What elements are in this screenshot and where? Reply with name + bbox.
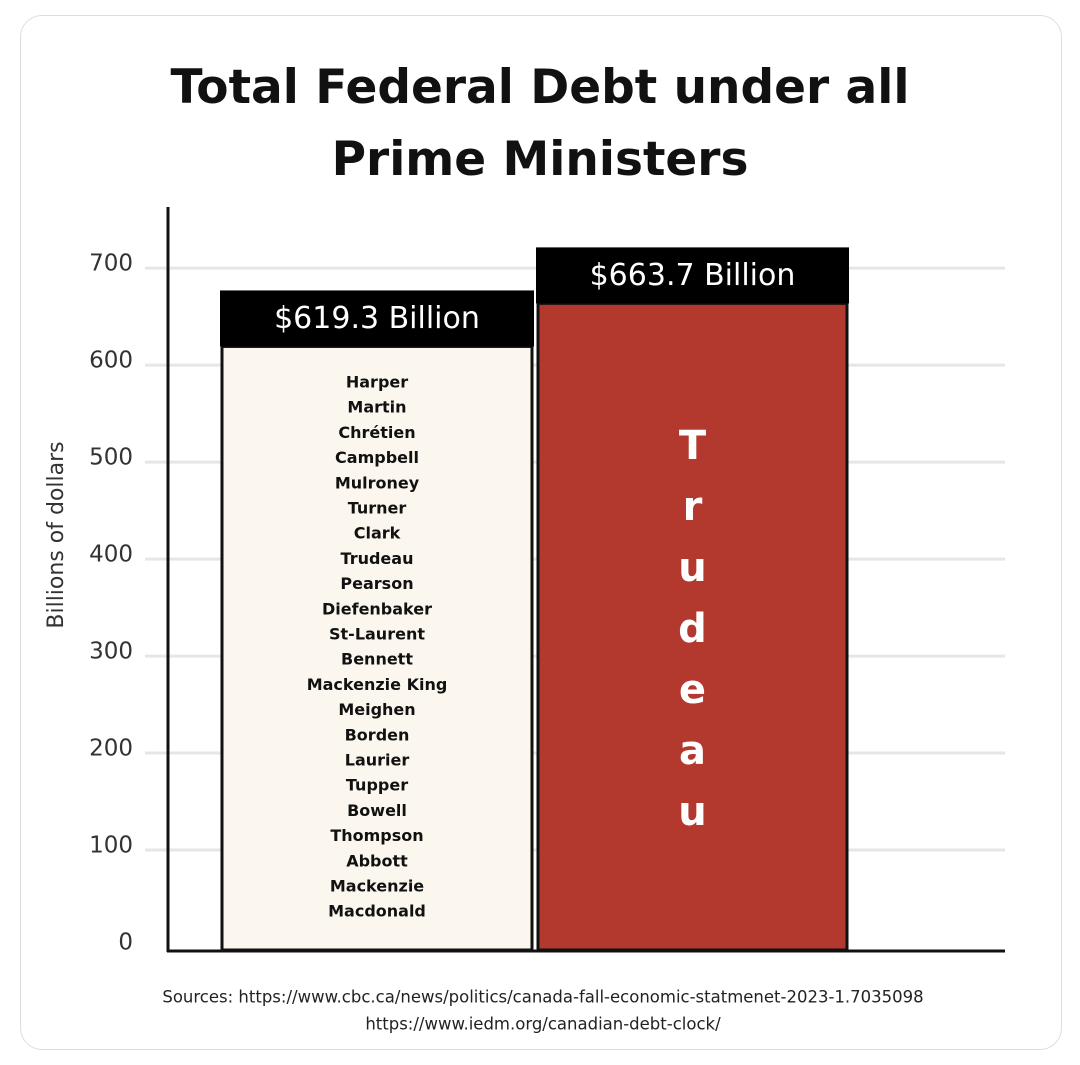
pm-name: Campbell: [335, 448, 419, 467]
pm-name: Diefenbaker: [322, 599, 432, 618]
pm-name: Chrétien: [338, 423, 415, 442]
pm-name: Meighen: [338, 700, 415, 719]
value-label: $619.3 Billion: [274, 301, 480, 336]
pm-name: Bennett: [341, 650, 413, 669]
pm-name: Tupper: [346, 776, 408, 795]
y-tick-label: 600: [89, 348, 133, 374]
pm-name: Pearson: [340, 574, 413, 593]
pm-name: Trudeau: [341, 549, 414, 568]
source-text: https://www.iedm.org/canadian-debt-clock…: [365, 1015, 721, 1034]
pm-name: Turner: [348, 499, 407, 518]
bar: [220, 344, 534, 952]
pm-name: Abbott: [346, 851, 408, 870]
y-tick-label: 200: [89, 736, 133, 762]
y-tick-label: 0: [118, 930, 133, 956]
pm-name: Mackenzie: [330, 877, 424, 896]
pm-name: Martin: [347, 398, 406, 417]
value-label: $663.7 Billion: [590, 258, 796, 293]
pm-name: Mackenzie King: [307, 675, 448, 694]
category-label: Trudeau: [670, 423, 716, 850]
y-tick-label: 400: [89, 542, 133, 568]
pm-name: Mulroney: [335, 473, 420, 492]
pm-name: Laurier: [345, 751, 410, 770]
y-tick-label: 500: [89, 445, 133, 471]
pm-name: Clark: [354, 524, 401, 543]
pm-name: Borden: [345, 725, 410, 744]
chart-title: Total Federal Debt under all Prime Minis…: [170, 60, 910, 187]
y-tick-label: 300: [89, 639, 133, 665]
pm-name: Thompson: [330, 826, 423, 845]
value-label-box: [220, 290, 534, 347]
pm-name: Macdonald: [328, 902, 426, 921]
pm-name: Harper: [346, 373, 408, 392]
source-text: Sources: https://www.cbc.ca/news/politic…: [162, 988, 923, 1007]
y-tick-label: 700: [89, 251, 133, 277]
pm-name: Bowell: [347, 801, 407, 820]
y-tick-label: 100: [89, 833, 133, 859]
y-axis-label: Billions of dollars: [44, 441, 69, 628]
value-label-box: [536, 247, 849, 304]
pm-name: St-Laurent: [329, 625, 425, 644]
